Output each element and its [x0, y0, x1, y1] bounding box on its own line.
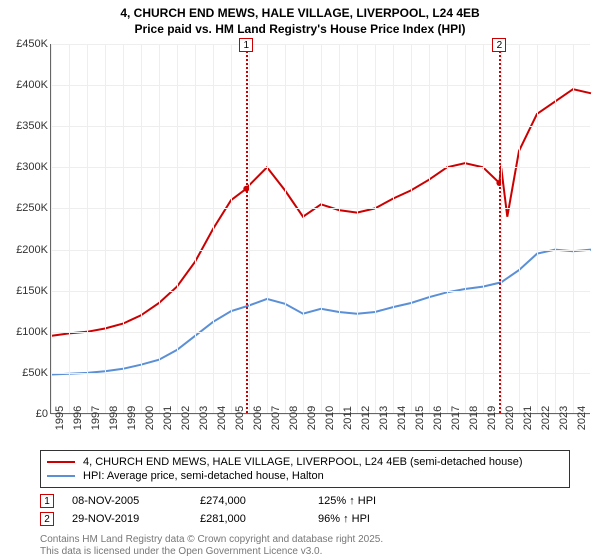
gridline-v	[447, 44, 448, 413]
x-tick-label: 2003	[198, 406, 210, 430]
gridline-v	[87, 44, 88, 413]
gridline-v	[159, 44, 160, 413]
gridline-v	[375, 44, 376, 413]
gridline-v	[69, 44, 70, 413]
gridline-v	[537, 44, 538, 413]
legend-swatch	[47, 475, 75, 477]
table-row: 1 08-NOV-2005 £274,000 125% ↑ HPI	[40, 492, 570, 510]
gridline-v	[213, 44, 214, 413]
title-line-1: 4, CHURCH END MEWS, HALE VILLAGE, LIVERP…	[0, 6, 600, 22]
gridline-v	[429, 44, 430, 413]
gridline-v	[519, 44, 520, 413]
x-tick-label: 2005	[234, 406, 246, 430]
x-tick-label: 2010	[324, 406, 336, 430]
chart-plot-area: 12	[50, 44, 590, 414]
x-tick-label: 1999	[126, 406, 138, 430]
legend-label: HPI: Average price, semi-detached house,…	[83, 470, 324, 482]
x-tick-label: 2002	[180, 406, 192, 430]
gridline-v	[483, 44, 484, 413]
legend-row: HPI: Average price, semi-detached house,…	[47, 469, 563, 483]
gridline-v	[105, 44, 106, 413]
legend-label: 4, CHURCH END MEWS, HALE VILLAGE, LIVERP…	[83, 456, 523, 468]
txn-date: 08-NOV-2005	[72, 495, 182, 507]
attribution: Contains HM Land Registry data © Crown c…	[40, 534, 383, 558]
gridline-v	[393, 44, 394, 413]
y-tick-label: £450K	[16, 38, 48, 50]
gridline-v	[285, 44, 286, 413]
gridline-v	[51, 44, 52, 413]
x-tick-label: 2006	[252, 406, 264, 430]
gridline-v	[339, 44, 340, 413]
y-tick-label: £0	[36, 408, 48, 420]
x-tick-label: 2001	[162, 406, 174, 430]
gridline-v	[249, 44, 250, 413]
x-tick-label: 2017	[450, 406, 462, 430]
x-tick-label: 2018	[468, 406, 480, 430]
gridline-v	[123, 44, 124, 413]
x-tick-label: 2008	[288, 406, 300, 430]
transactions-table: 1 08-NOV-2005 £274,000 125% ↑ HPI 2 29-N…	[40, 492, 570, 528]
marker-line	[246, 44, 248, 413]
marker-box: 1	[239, 38, 253, 52]
gridline-v	[465, 44, 466, 413]
y-tick-label: £250K	[16, 202, 48, 214]
marker-box: 2	[492, 38, 506, 52]
x-tick-label: 2000	[144, 406, 156, 430]
x-tick-label: 1998	[108, 406, 120, 430]
x-tick-label: 2015	[414, 406, 426, 430]
legend-row: 4, CHURCH END MEWS, HALE VILLAGE, LIVERP…	[47, 455, 563, 469]
txn-date: 29-NOV-2019	[72, 513, 182, 525]
x-tick-label: 2007	[270, 406, 282, 430]
gridline-v	[321, 44, 322, 413]
txn-price: £274,000	[200, 495, 300, 507]
marker-badge: 2	[40, 512, 54, 526]
x-tick-label: 2013	[378, 406, 390, 430]
marker-line	[499, 44, 501, 413]
y-tick-label: £150K	[16, 285, 48, 297]
txn-pct: 125% ↑ HPI	[318, 495, 418, 507]
x-tick-label: 2024	[576, 406, 588, 430]
x-tick-label: 2011	[342, 406, 354, 430]
x-tick-label: 2009	[306, 406, 318, 430]
gridline-v	[411, 44, 412, 413]
x-tick-label: 1997	[90, 406, 102, 430]
gridline-v	[195, 44, 196, 413]
chart-title: 4, CHURCH END MEWS, HALE VILLAGE, LIVERP…	[0, 0, 600, 37]
y-tick-label: £50K	[22, 367, 48, 379]
y-tick-label: £400K	[16, 79, 48, 91]
gridline-v	[555, 44, 556, 413]
x-tick-label: 2020	[504, 406, 516, 430]
x-tick-label: 2014	[396, 406, 408, 430]
x-tick-label: 2023	[558, 406, 570, 430]
y-tick-label: £200K	[16, 244, 48, 256]
gridline-v	[177, 44, 178, 413]
legend-panel: 4, CHURCH END MEWS, HALE VILLAGE, LIVERP…	[40, 450, 570, 488]
x-tick-label: 2019	[486, 406, 498, 430]
x-tick-label: 2021	[522, 406, 534, 430]
title-line-2: Price paid vs. HM Land Registry's House …	[0, 22, 600, 38]
y-tick-label: £300K	[16, 161, 48, 173]
gridline-v	[141, 44, 142, 413]
txn-pct: 96% ↑ HPI	[318, 513, 418, 525]
marker-badge: 1	[40, 494, 54, 508]
attribution-line: Contains HM Land Registry data © Crown c…	[40, 534, 383, 546]
y-tick-label: £350K	[16, 120, 48, 132]
x-tick-label: 1995	[54, 406, 66, 430]
gridline-v	[573, 44, 574, 413]
x-tick-label: 2004	[216, 406, 228, 430]
x-tick-label: 2012	[360, 406, 372, 430]
x-tick-label: 2016	[432, 406, 444, 430]
y-tick-label: £100K	[16, 326, 48, 338]
attribution-line: This data is licensed under the Open Gov…	[40, 546, 383, 558]
chart-container: 4, CHURCH END MEWS, HALE VILLAGE, LIVERP…	[0, 0, 600, 560]
gridline-v	[231, 44, 232, 413]
gridline-v	[303, 44, 304, 413]
legend-swatch	[47, 461, 75, 463]
x-tick-label: 1996	[72, 406, 84, 430]
gridline-v	[267, 44, 268, 413]
table-row: 2 29-NOV-2019 £281,000 96% ↑ HPI	[40, 510, 570, 528]
x-tick-label: 2022	[540, 406, 552, 430]
txn-price: £281,000	[200, 513, 300, 525]
gridline-v	[357, 44, 358, 413]
